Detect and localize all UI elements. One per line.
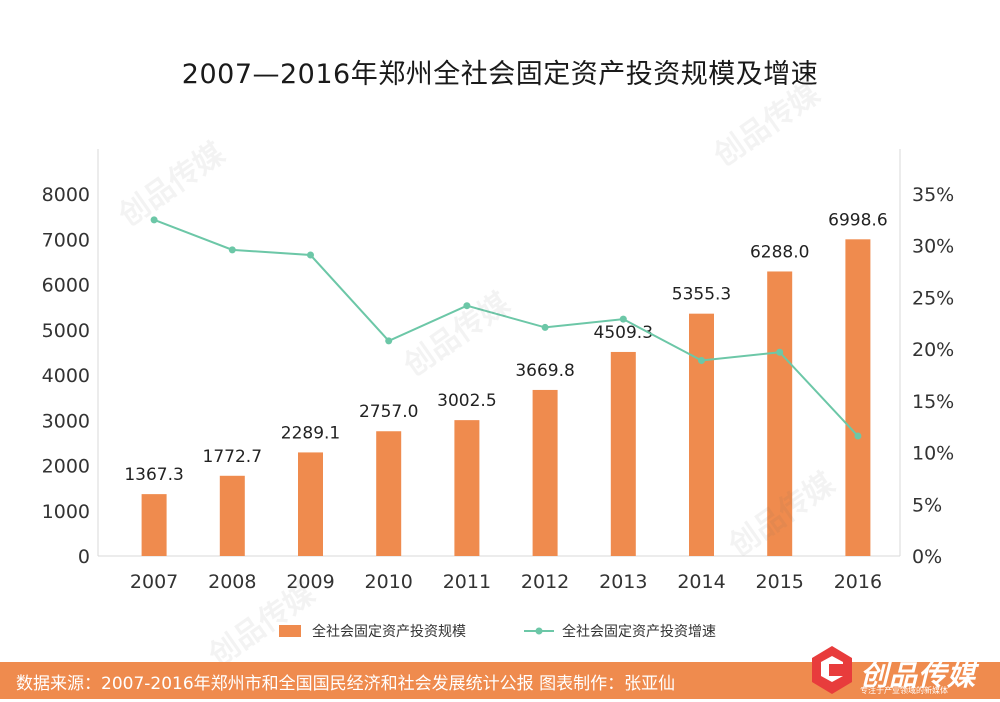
bar[interactable] [141,494,167,556]
growth-rate-point[interactable] [776,348,784,356]
legend-label-bar: 全社会固定资产投资规模 [312,623,466,640]
left-axis-tick-label: 4000 [42,365,90,387]
right-axis-tick-label: 25% [912,287,954,309]
x-axis-tick-label: 2011 [443,571,491,593]
left-axis-tick-label: 8000 [42,184,90,206]
chart-title: 2007—2016年郑州全社会固定资产投资规模及增速 [181,59,819,90]
left-axis-tick-label: 6000 [42,275,90,297]
left-axis-tick-label: 7000 [42,229,90,251]
x-axis-tick-label: 2012 [521,571,569,593]
bar[interactable] [689,313,714,556]
x-axis-tick-label: 2014 [677,571,725,593]
bar[interactable] [376,431,402,556]
legend-swatch-bar [279,625,301,637]
bar[interactable] [610,351,636,556]
brand-logo: 创品传媒 专注于产业领域的新媒体 [808,642,993,698]
bar-data-label: 1367.3 [124,465,183,485]
bar-data-label: 1772.7 [203,447,262,467]
bar-data-label: 4509.3 [594,323,653,343]
growth-rate-point[interactable] [150,216,158,224]
right-axis-tick-label: 35% [912,184,954,206]
left-axis-tick-label: 5000 [42,320,90,342]
bar[interactable] [298,452,323,556]
bar-data-label: 6288.0 [750,242,809,262]
bar-data-label: 2757.0 [359,402,418,422]
growth-rate-point[interactable] [854,432,862,440]
brand-logo-text: 创品传媒 [860,659,977,692]
chart-canvas: 0 1000 2000 3000 4000 5000 6000 7000 8000 0% 5% 10%… [42,149,954,640]
right-axis-tick-label: 30% [912,236,954,258]
growth-rate-point[interactable] [463,302,471,310]
left-axis-tick-label: 0 [78,546,90,568]
brand-logo-tagline: 专注于产业领域的新媒体 [860,686,948,695]
left-axis-tick-label: 3000 [42,410,90,432]
bar-data-label: 6998.6 [828,210,887,230]
right-axis-tick-label: 10% [912,443,954,465]
left-axis-tick-label: 2000 [42,456,90,478]
x-axis-tick-label: 2015 [756,571,804,593]
legend-swatch-line-marker [535,627,543,635]
legend-label-line: 全社会固定资产投资增速 [562,623,716,640]
growth-rate-point[interactable] [619,315,627,323]
x-axis-tick-label: 2016 [834,571,882,593]
bar[interactable] [454,420,480,556]
bar-data-label: 2289.1 [281,423,340,443]
footer-bar: 数据来源：2007-2016年郑州市和全国国民经济和社会发展统计公报 图表制作：… [0,646,1000,699]
growth-rate-point[interactable] [698,357,705,365]
bar-data-label: 5355.3 [672,285,731,305]
footer-source-text: 数据来源：2007-2016年郑州市和全国国民经济和社会发展统计公报 图表制作：… [16,674,676,694]
growth-rate-point[interactable] [307,251,314,259]
x-axis-tick-label: 2008 [208,571,256,593]
bar-data-label: 3002.5 [437,391,496,411]
brand-logo-icon [812,646,852,694]
x-axis-tick-label: 2010 [365,571,413,593]
growth-rate-point[interactable] [228,246,236,254]
growth-rate-point[interactable] [541,323,549,331]
right-axis-tick-label: 15% [912,391,954,413]
x-axis-tick-label: 2009 [286,571,334,593]
bar[interactable] [532,389,558,556]
growth-rate-line [153,218,859,437]
bar[interactable] [219,475,245,556]
bar-data-label: 3669.8 [515,361,574,381]
x-axis-tick-label: 2013 [599,571,647,593]
right-axis-tick-label: 0% [912,546,942,568]
bar[interactable] [845,239,871,556]
right-axis-tick-label: 20% [912,339,954,361]
right-axis-tick-label: 5% [912,494,942,516]
bar[interactable] [767,271,793,556]
growth-rate-point[interactable] [385,337,393,345]
left-axis-tick-label: 1000 [42,501,90,523]
x-axis-tick-label: 2007 [130,571,178,593]
